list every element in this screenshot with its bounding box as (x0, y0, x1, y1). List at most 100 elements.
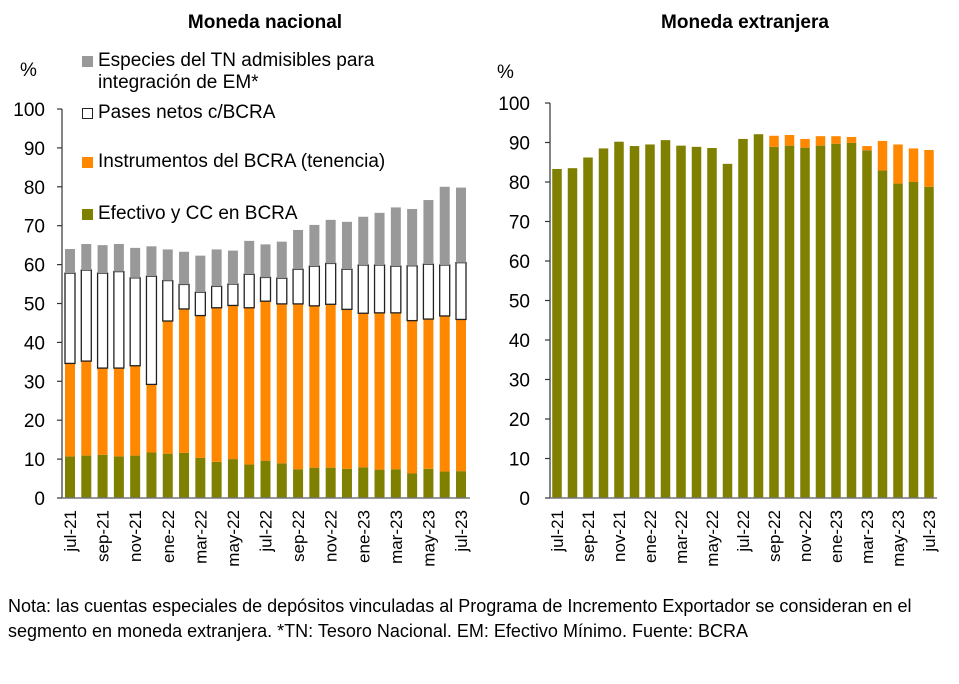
bar-nacional-efectivo (130, 455, 141, 498)
legend-item-efectivo: Efectivo y CC en BCRA (82, 203, 298, 225)
y-tick-label-nacional: 0 (34, 489, 45, 510)
bar-nacional-pases (243, 273, 255, 309)
bar-extranjera-efectivo (707, 148, 717, 498)
bar-nacional-especies (390, 207, 401, 267)
chart-title-moneda-extranjera: Moneda extranjera (661, 12, 829, 33)
bar-nacional-pases (129, 277, 141, 367)
bar-nacional-pases (439, 264, 451, 317)
bar-extranjera-efectivo (552, 168, 562, 498)
x-tick-label-extranjera: sep-22 (765, 510, 784, 562)
bar-extranjera-efectivo (753, 134, 764, 498)
y-tick-label-extranjera: 100 (498, 94, 530, 115)
y-tick-label-nacional: 100 (13, 100, 45, 121)
bar-nacional-instrumentos (325, 304, 336, 468)
y-tick-label-extranjera: 0 (519, 489, 530, 510)
y-axis-unit-right: % (497, 62, 514, 83)
x-tick-label-nacional: jul-23 (452, 510, 471, 553)
bar-nacional-pases (162, 279, 174, 322)
legend-label-especies: Especies del TN admisibles para integrac… (98, 50, 375, 93)
bar-nacional-especies (130, 247, 141, 278)
bar-nacional-especies (456, 187, 466, 263)
footnote: Nota: las cuentas especiales de depósito… (8, 596, 912, 641)
bar-nacional-especies (423, 200, 434, 265)
bar-nacional-pases (308, 265, 321, 307)
bar-nacional-efectivo (179, 452, 190, 498)
bar-nacional-especies (276, 241, 287, 279)
bar-nacional-especies (195, 255, 206, 293)
bar-nacional-instrumentos (162, 321, 173, 454)
bar-nacional-especies (309, 224, 320, 267)
bar-nacional-efectivo (211, 461, 222, 498)
bar-nacional-efectivo (325, 467, 336, 498)
bar-nacional-efectivo (309, 467, 320, 498)
bar-nacional-pases (96, 272, 109, 369)
y-tick-label-extranjera: 50 (509, 292, 530, 313)
bar-extranjera-efectivo (583, 157, 593, 498)
y-tick-label-nacional: 20 (24, 411, 45, 432)
bar-nacional-efectivo (407, 473, 418, 498)
bar-extranjera-instrumentos (908, 148, 919, 182)
x-tick-label-extranjera: jul-22 (734, 510, 753, 553)
x-tick-label-extranjera: jul-23 (920, 510, 939, 553)
x-tick-label-extranjera: jul-21 (548, 510, 567, 553)
y-tick-label-extranjera: 20 (509, 410, 530, 431)
bar-nacional-especies (374, 212, 385, 265)
legend-item-pases: Pases netos c/BCRA (82, 102, 275, 124)
bar-nacional-especies (227, 250, 238, 285)
bar-nacional-instrumentos (179, 308, 190, 453)
legend-swatch-especies (82, 56, 93, 67)
bar-nacional-instrumentos (358, 313, 369, 468)
bar-nacional-instrumentos (439, 315, 450, 472)
bar-nacional-especies (211, 249, 222, 287)
x-tick-label-extranjera: ene-23 (827, 510, 846, 563)
bar-nacional-pases (406, 265, 418, 322)
bar-nacional-efectivo (439, 471, 450, 498)
bar-extranjera-efectivo (893, 183, 903, 498)
x-tick-label-extranjera: mar-22 (672, 510, 691, 564)
bar-extranjera-instrumentos (862, 146, 872, 151)
x-tick-label-nacional: nov-22 (322, 510, 341, 562)
legend-item-instrumentos: Instrumentos del BCRA (tenencia) (82, 151, 385, 173)
x-tick-label-nacional: may-23 (419, 510, 438, 567)
bar-nacional-instrumentos (309, 305, 320, 468)
bar-nacional-pases (178, 283, 190, 310)
bar-nacional-pases (455, 261, 467, 321)
bar-nacional-instrumentos (146, 384, 157, 453)
x-tick-label-nacional: jul-21 (61, 510, 80, 553)
legend-label-pases: Pases netos c/BCRA (98, 102, 276, 123)
bar-nacional-efectivo (293, 469, 304, 498)
bar-nacional-pases (390, 265, 402, 314)
bar-nacional-instrumentos (407, 320, 418, 474)
bar-nacional-instrumentos (423, 319, 434, 469)
bar-extranjera-efectivo (831, 143, 841, 498)
bar-extranjera-efectivo (815, 145, 826, 498)
bar-extranjera-efectivo (691, 146, 702, 498)
y-tick-label-extranjera: 90 (509, 134, 530, 155)
bar-nacional-instrumentos (97, 368, 108, 455)
bar-nacional-efectivo (374, 469, 385, 498)
x-tick-label-nacional: mar-23 (387, 510, 406, 564)
bar-nacional-especies (162, 249, 173, 281)
bar-extranjera-efectivo (645, 144, 655, 498)
x-tick-label-extranjera: mar-23 (858, 510, 877, 564)
bar-extranjera-instrumentos (800, 138, 810, 148)
bar-nacional-efectivo (113, 456, 124, 498)
bar-nacional-instrumentos (374, 312, 385, 470)
bar-extranjera-efectivo (629, 146, 640, 498)
bar-nacional-efectivo (65, 456, 75, 498)
bar-extranjera-instrumentos (846, 136, 857, 143)
bar-extranjera-efectivo (722, 163, 733, 498)
x-tick-label-nacional: nov-21 (126, 510, 145, 562)
bar-nacional-efectivo (276, 463, 287, 498)
bar-nacional-pases (422, 263, 435, 320)
bar-nacional-efectivo (146, 452, 157, 498)
bar-nacional-especies (341, 221, 352, 270)
bar-extranjera-efectivo (660, 140, 671, 498)
x-tick-label-nacional: may-22 (224, 510, 243, 567)
y-tick-label-extranjera: 10 (509, 450, 530, 471)
bar-nacional-instrumentos (130, 365, 141, 456)
bar-nacional-instrumentos (260, 301, 271, 461)
x-tick-label-extranjera: nov-22 (796, 510, 815, 562)
bar-nacional-instrumentos (195, 315, 206, 458)
bar-extranjera-efectivo (598, 148, 609, 498)
